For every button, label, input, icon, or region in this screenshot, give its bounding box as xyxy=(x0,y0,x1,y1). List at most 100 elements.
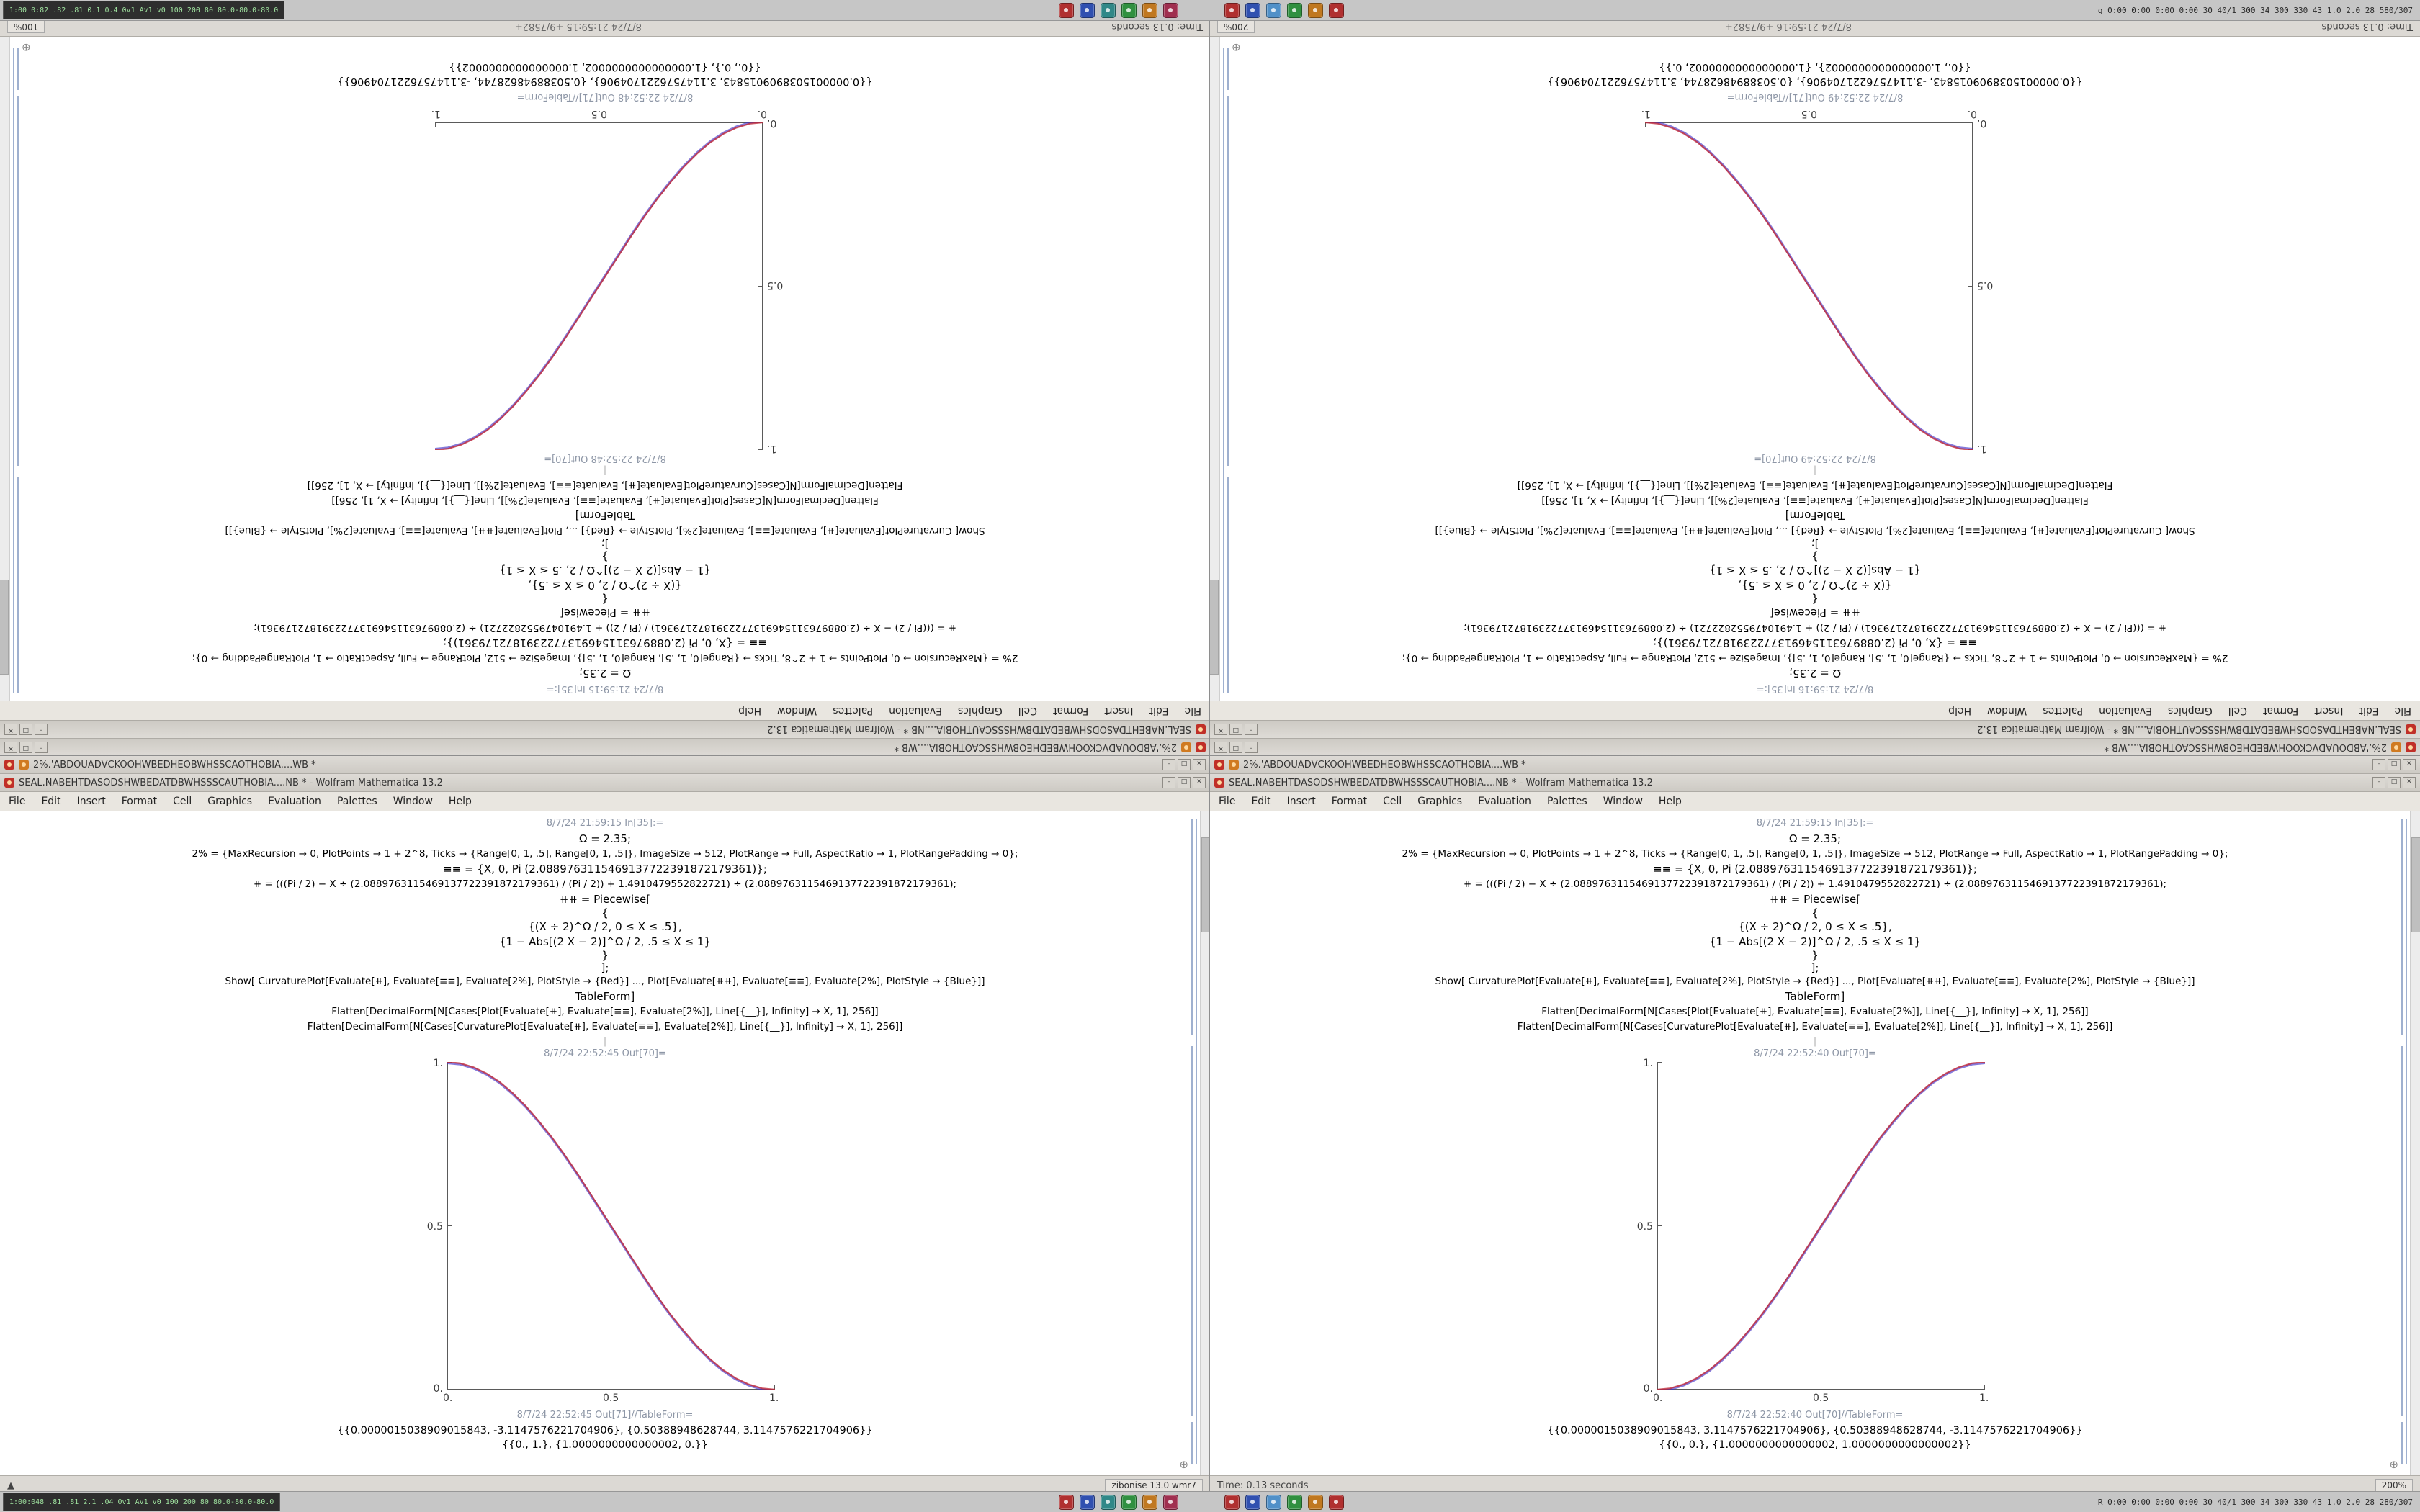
maximize-button[interactable]: □ xyxy=(19,742,32,753)
app-icon[interactable] xyxy=(1142,1495,1157,1510)
app-icon[interactable] xyxy=(1224,3,1240,18)
menu-item-graphics[interactable]: Graphics xyxy=(207,796,253,807)
code-line[interactable]: Show[ CurvaturePlot[Evaluate[⧺], Evaluat… xyxy=(225,525,985,536)
minimize-button[interactable]: – xyxy=(35,742,48,753)
minimize-button[interactable]: – xyxy=(2372,777,2385,788)
code-line[interactable]: Flatten[DecimalForm[N[Cases[Plot[Evaluat… xyxy=(331,1006,879,1017)
code-line[interactable]: 2% = {MaxRecursion → 0, PlotPoints → 1 +… xyxy=(192,652,1018,664)
window-titlebar-secondary[interactable]: SEAL.NABEHTDASODSHWBEDATDBWHSSSCAUTHOBIA… xyxy=(0,720,1210,738)
app-icon[interactable] xyxy=(1080,1495,1095,1510)
code-line[interactable]: ]; xyxy=(1811,538,1819,551)
app-icon[interactable] xyxy=(1329,1495,1344,1510)
menu-item-cell[interactable]: Cell xyxy=(2228,705,2247,716)
cell-bracket[interactable] xyxy=(2398,819,2403,1035)
elision-plus-icon[interactable]: ⊕ xyxy=(1179,1458,1188,1471)
code-line[interactable]: Ω = 2.35; xyxy=(578,832,632,845)
menu-item-insert[interactable]: Insert xyxy=(76,796,106,807)
code-line[interactable]: {(X ÷ 2)^Ω / 2, 0 ≤ X ≤ .5}, xyxy=(1738,920,1892,933)
menu-item-cell[interactable]: Cell xyxy=(173,796,192,807)
menu-item-file[interactable]: File xyxy=(1184,705,1201,716)
close-button[interactable]: ✕ xyxy=(4,742,17,753)
input-cell[interactable]: Ω = 2.35; 2% = {MaxRecursion → 0, PlotPo… xyxy=(1210,477,2420,680)
menu-item-insert[interactable]: Insert xyxy=(1286,796,1316,807)
maximize-button[interactable]: □ xyxy=(2388,759,2401,770)
cell-bracket[interactable] xyxy=(1223,48,1227,693)
scrollbar-thumb[interactable] xyxy=(1201,837,1210,932)
app-icon[interactable] xyxy=(1224,1495,1240,1510)
menu-item-edit[interactable]: Edit xyxy=(1251,796,1271,807)
menu-item-window[interactable]: Window xyxy=(777,705,817,716)
menu-item-evaluation[interactable]: Evaluation xyxy=(2099,705,2152,716)
close-button[interactable]: ✕ xyxy=(1214,742,1227,753)
menu-item-palettes[interactable]: Palettes xyxy=(336,796,377,807)
scrollbar-thumb[interactable] xyxy=(2411,837,2420,932)
menu-item-help[interactable]: Help xyxy=(1658,796,1682,807)
code-line[interactable]: Show[ CurvaturePlot[Evaluate[⧺], Evaluat… xyxy=(225,976,985,987)
menu-item-cell[interactable]: Cell xyxy=(1383,796,1402,807)
code-line[interactable]: {(X ÷ 2)^Ω / 2, 0 ≤ X ≤ .5}, xyxy=(1738,579,1892,592)
cell-bracket[interactable] xyxy=(1227,477,1232,693)
code-line[interactable]: {1 − Abs[(2 X − 2)]^Ω / 2, .5 ≤ X ≤ 1} xyxy=(1708,564,1922,577)
cell-brackets[interactable] xyxy=(1223,37,1234,701)
code-line[interactable]: ⧺⧺ = Piecewise[ xyxy=(559,893,651,906)
code-line[interactable]: { xyxy=(601,593,609,606)
code-line[interactable]: Flatten[DecimalForm[N[Cases[CurvaturePlo… xyxy=(1517,1021,2113,1032)
menu-item-graphics[interactable]: Graphics xyxy=(2167,705,2213,716)
menu-item-evaluation[interactable]: Evaluation xyxy=(1478,796,1531,807)
window-titlebar[interactable]: 2%.'ABDOUADVCKOOHWBEDHEOBWHSSCAOTHOBIA..… xyxy=(1210,738,2420,756)
app-icon[interactable] xyxy=(1329,3,1344,18)
code-line[interactable]: ⧺ = (((Pi / 2) − X ÷ (2.0889763115469137… xyxy=(253,878,957,890)
app-icon[interactable] xyxy=(1308,1495,1323,1510)
menu-item-edit[interactable]: Edit xyxy=(41,796,61,807)
app-icon[interactable] xyxy=(1080,3,1095,18)
notebook-scrollbar[interactable] xyxy=(1200,811,1210,1475)
window-titlebar[interactable]: 2%.'ABDOUADVCKOOHWBEDHEOBWHSSCAOTHOBIA..… xyxy=(0,738,1210,756)
window-titlebar-secondary[interactable]: SEAL.NABEHTDASODSHWBEDATDBWHSSSCAUTHOBIA… xyxy=(1210,774,2420,792)
cell-bracket[interactable] xyxy=(2403,819,2407,1464)
code-line[interactable]: } xyxy=(601,550,609,563)
code-line[interactable]: Flatten[DecimalForm[N[Cases[Plot[Evaluat… xyxy=(1541,1006,2089,1017)
cell-bracket[interactable] xyxy=(1188,1422,1193,1464)
app-icon[interactable] xyxy=(1266,1495,1281,1510)
notebook-scrollbar[interactable] xyxy=(0,37,10,701)
window-titlebar[interactable]: 2%.'ABDOUADVCKOOHWBEDHEOBWHSSCAOTHOBIA..… xyxy=(1210,756,2420,774)
code-line[interactable]: ≡≡ = {X, 0, Pi (2.0889763115469137722391… xyxy=(443,863,767,876)
code-line[interactable]: 2% = {MaxRecursion → 0, PlotPoints → 1 +… xyxy=(192,848,1018,860)
zoom-control[interactable]: 200% xyxy=(1217,20,1255,33)
cell-bracket[interactable] xyxy=(2398,1046,2403,1416)
maximize-button[interactable]: □ xyxy=(1229,742,1242,753)
minimize-button[interactable]: – xyxy=(35,724,48,735)
close-button[interactable]: ✕ xyxy=(2403,759,2416,770)
scrollbar-thumb[interactable] xyxy=(1210,580,1219,675)
app-icon[interactable] xyxy=(1101,3,1116,18)
maximize-button[interactable]: □ xyxy=(2388,777,2401,788)
code-line[interactable]: Flatten[DecimalForm[N[Cases[CurvaturePlo… xyxy=(1517,480,2113,491)
close-button[interactable]: ✕ xyxy=(2403,777,2416,788)
cell-bracket[interactable] xyxy=(17,477,22,693)
menu-item-evaluation[interactable]: Evaluation xyxy=(268,796,321,807)
maximize-button[interactable]: □ xyxy=(1178,777,1191,788)
code-line[interactable]: TableForm] xyxy=(1785,509,1845,522)
maximize-button[interactable]: □ xyxy=(1178,759,1191,770)
code-line[interactable]: TableForm] xyxy=(1785,990,1845,1003)
menu-item-palettes[interactable]: Palettes xyxy=(833,705,874,716)
close-button[interactable]: ✕ xyxy=(4,724,17,735)
code-line[interactable]: Flatten[DecimalForm[N[Cases[Plot[Evaluat… xyxy=(1541,495,2089,506)
menu-item-graphics[interactable]: Graphics xyxy=(957,705,1003,716)
app-icon[interactable] xyxy=(1287,1495,1302,1510)
input-cell[interactable]: Ω = 2.35; 2% = {MaxRecursion → 0, PlotPo… xyxy=(0,832,1210,1035)
code-line[interactable]: ]; xyxy=(601,961,609,974)
cell-bracket[interactable] xyxy=(13,48,17,693)
code-line[interactable]: } xyxy=(1811,949,1819,962)
menu-item-help[interactable]: Help xyxy=(448,796,472,807)
code-line[interactable]: Ω = 2.35; xyxy=(1788,667,1842,680)
menu-item-window[interactable]: Window xyxy=(1987,705,2027,716)
cell-bracket[interactable] xyxy=(2398,1422,2403,1464)
cell-bracket[interactable] xyxy=(17,48,22,90)
code-line[interactable]: ≡≡ = {X, 0, Pi (2.0889763115469137722391… xyxy=(1653,863,1977,876)
menu-item-format[interactable]: Format xyxy=(2262,705,2299,716)
menu-item-insert[interactable]: Insert xyxy=(1104,705,1134,716)
close-button[interactable]: ✕ xyxy=(1193,759,1206,770)
code-line[interactable]: ⧺ = (((Pi / 2) − X ÷ (2.0889763115469137… xyxy=(1463,878,2167,890)
code-line[interactable]: ⧺ = (((Pi / 2) − X ÷ (2.0889763115469137… xyxy=(1463,622,2167,634)
